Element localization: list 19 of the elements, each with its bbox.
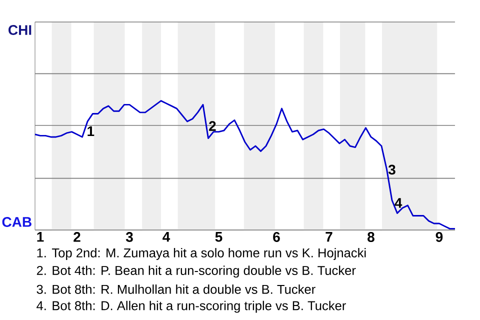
x-tick-label: 9: [436, 232, 443, 242]
x-tick-label: 2: [74, 232, 80, 242]
text: 3. Bot 8th: R. Mulhollan hit a double vs B. Tucker: [36, 284, 316, 294]
ref-line-label: CAB: [2, 217, 32, 227]
x-tick-label: 4: [162, 232, 170, 242]
x-tick-label: 6: [273, 232, 280, 242]
annotation: 3: [388, 164, 396, 175]
x-tick-label: 1: [37, 232, 44, 242]
x-tick-label: 7: [326, 232, 332, 242]
text: 2. Bot 4th: P. Bean hit a run-scoring double vs B. Tucker: [36, 266, 356, 278]
x-tick-label: 3: [126, 232, 133, 242]
annotation: 4: [394, 198, 402, 208]
x-tick-label: 8: [368, 232, 374, 242]
ref-line-label: CHI: [8, 25, 32, 35]
x-tick-label: 5: [215, 232, 222, 242]
annotation: 1: [88, 126, 94, 136]
annotation: 2: [209, 121, 216, 131]
text: 4. Bot 8th: D. Allen hit a run-scoring triple vs B. Tucker: [36, 300, 346, 313]
text: 1. Top 2nd: M. Zumaya hit a solo home run vs K. Hojnacki: [37, 248, 366, 260]
